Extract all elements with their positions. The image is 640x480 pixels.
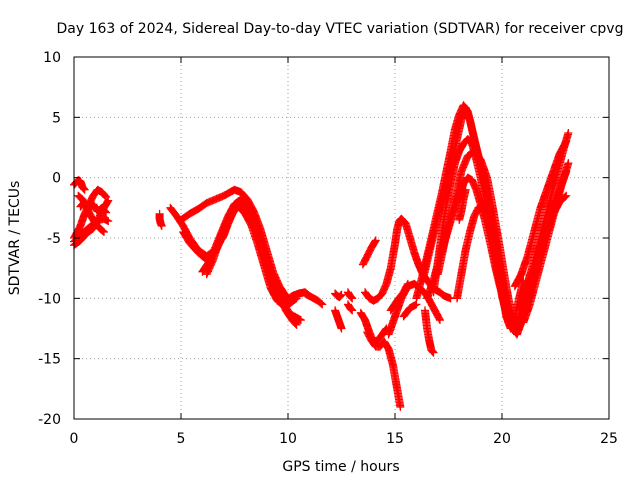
data-point-markers	[358, 236, 380, 269]
data-point-markers	[363, 328, 405, 411]
data-point-markers	[420, 306, 438, 357]
x-axis-label: GPS time / hours	[282, 459, 399, 475]
series-track-07	[155, 209, 166, 230]
x-tick-label: 25	[600, 431, 618, 447]
data-point-markers	[455, 185, 470, 224]
y-tick-label: -10	[38, 291, 61, 307]
series-track-33	[515, 129, 573, 315]
series-track-25	[420, 306, 438, 357]
series-track-17	[343, 288, 357, 303]
data-point-markers	[179, 197, 301, 329]
y-tick-label: -15	[38, 352, 61, 368]
series-track-12	[202, 202, 301, 310]
y-axis-label: SDTVAR / TECUs	[7, 181, 23, 296]
data-point-markers	[74, 191, 108, 236]
x-tick-label: 10	[279, 431, 297, 447]
series-track-19	[363, 328, 405, 411]
axis-ticks: 0 5 10 15 20 25 -20 -15 -10 -5 0 5 10	[38, 50, 618, 447]
y-tick-label: 10	[43, 50, 61, 66]
data-point-markers	[515, 129, 573, 315]
series-track-23	[386, 279, 412, 315]
series-track-24	[399, 300, 421, 321]
x-tick-label: 15	[386, 431, 404, 447]
data-point-markers	[519, 159, 573, 327]
data-point-markers	[70, 176, 89, 194]
series-track-01	[70, 176, 89, 194]
x-tick-label: 5	[177, 431, 186, 447]
data-point-markers	[331, 306, 346, 333]
series-track-16	[343, 300, 357, 315]
data-point-markers	[399, 300, 421, 321]
data-point-markers	[301, 289, 327, 309]
y-tick-label: -20	[38, 412, 61, 428]
y-tick-label: 5	[52, 110, 61, 126]
y-tick-label: 0	[52, 171, 61, 187]
series-track-13	[301, 289, 327, 309]
series-track-20	[358, 236, 380, 269]
y-tick-label: -5	[47, 231, 61, 247]
data-point-markers	[202, 202, 301, 310]
data-marks	[70, 101, 573, 411]
series-track-15	[331, 306, 346, 333]
x-tick-label: 20	[493, 431, 511, 447]
data-point-markers	[343, 300, 357, 315]
series-track-06	[74, 191, 108, 236]
data-point-markers	[343, 288, 357, 303]
data-point-markers	[155, 209, 166, 230]
series-track-35	[455, 185, 470, 224]
series-track-09	[179, 197, 301, 329]
data-point-markers	[331, 289, 346, 302]
chart-title: Day 163 of 2024, Sidereal Day-to-day VTE…	[57, 21, 624, 37]
data-point-markers	[386, 279, 412, 315]
series-track-34	[519, 159, 573, 327]
x-tick-label: 0	[70, 431, 79, 447]
series-track-14	[331, 289, 346, 302]
